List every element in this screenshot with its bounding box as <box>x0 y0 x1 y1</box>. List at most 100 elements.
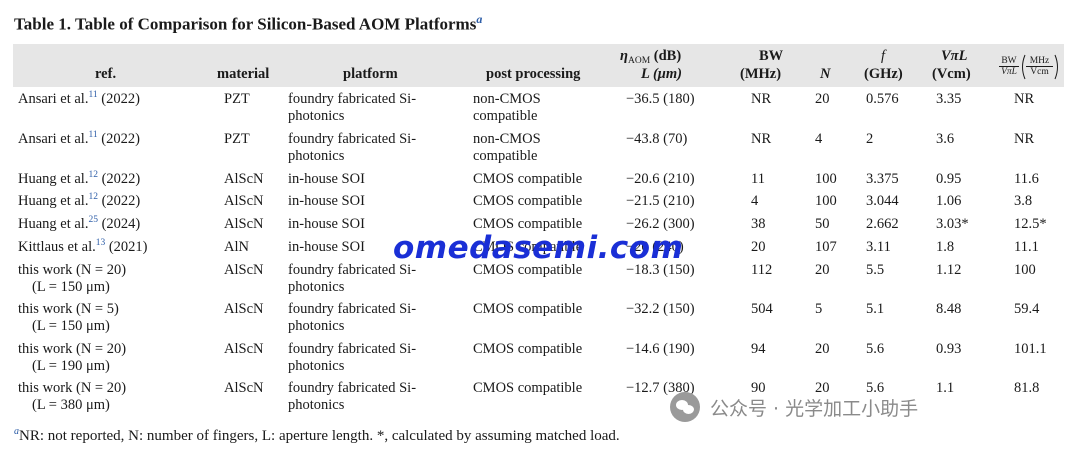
cell-eta: −12.7 (380) <box>626 380 695 396</box>
cell-n: 5 <box>815 301 823 317</box>
wechat-badge: 公众号 · 光学加工小助手 <box>670 388 918 426</box>
cell-n: 100 <box>815 193 837 209</box>
cell-n: 20 <box>815 91 830 107</box>
cell-ref-length: (L = 380 μm) <box>32 397 110 413</box>
cell-material: AlScN <box>224 380 264 396</box>
cell-f: 3.044 <box>866 193 899 209</box>
cell-fom: 100 <box>1014 262 1036 278</box>
cell-post-processing: non-CMOS <box>473 91 541 107</box>
cell-f: 5.6 <box>866 380 885 396</box>
cell-platform-cont: photonics <box>288 358 345 374</box>
cell-vpil: 1.06 <box>936 193 962 209</box>
cell-vpil: 1.1 <box>936 380 955 396</box>
cell-ref: this work (N = 20) <box>18 380 126 397</box>
cell-bw: 38 <box>751 216 766 232</box>
cell-fom: NR <box>1014 131 1035 147</box>
cell-platform: foundry fabricated Si- <box>288 131 417 147</box>
footnote-text: NR: not reported, N: number of fingers, … <box>19 428 620 444</box>
footnote-marker: a <box>14 426 19 437</box>
header-eta: ηAOM (dB) <box>620 48 681 67</box>
cell-bw: 20 <box>751 239 766 255</box>
cell-ref-text: Huang et al. <box>18 171 89 187</box>
cell-platform: foundry fabricated Si- <box>288 262 417 278</box>
cell-f: 2 <box>866 131 874 147</box>
cell-ref-length: (L = 150 μm) <box>32 318 110 334</box>
table-caption: Table 1. Table of Comparison for Silicon… <box>14 8 482 36</box>
cell-n: 100 <box>815 171 837 187</box>
cell-material: PZT <box>224 91 250 107</box>
cell-ref: Huang et al.12 (2022) <box>18 192 141 212</box>
header-post-processing: post processing <box>486 66 581 82</box>
cell-ref-text: Ansari et al. <box>18 91 89 107</box>
cell-fom: NR <box>1014 91 1035 107</box>
cell-bw: 94 <box>751 341 766 357</box>
cell-platform: foundry fabricated Si- <box>288 301 417 317</box>
cell-ref-text: this work (N = 20) <box>18 380 127 396</box>
cell-material: PZT <box>224 131 250 147</box>
cell-ref-year: (2022) <box>97 131 140 147</box>
cell-eta: −20.6 (210) <box>626 171 695 187</box>
table-footnote: aNR: not reported, N: number of fingers,… <box>14 423 620 445</box>
cell-fom: 12.5* <box>1014 216 1047 232</box>
header-fom-paren-left <box>1022 54 1026 80</box>
cell-eta: −18.3 (150) <box>626 262 695 278</box>
cell-platform: foundry fabricated Si- <box>288 380 417 396</box>
citation-link[interactable]: 11 <box>88 130 98 140</box>
header-fom-fraction: BW VπL <box>999 56 1019 77</box>
header-f-unit: (GHz) <box>864 66 903 82</box>
cell-material: AlN <box>224 239 249 255</box>
cell-platform: in-house SOI <box>288 171 365 187</box>
citation-link[interactable]: 12 <box>88 192 98 202</box>
cell-ref: Huang et al.25 (2024) <box>18 215 140 235</box>
cell-ref: Huang et al.12 (2022) <box>18 170 140 190</box>
cell-eta: −32.2 (150) <box>626 301 695 317</box>
cell-ref-text: this work (N = 20) <box>18 262 127 278</box>
cell-f: 5.1 <box>866 301 885 317</box>
cell-f: 5.5 <box>866 262 885 278</box>
cell-n: 107 <box>815 239 837 255</box>
cell-fom: 3.8 <box>1014 193 1033 209</box>
cell-fom: 11.6 <box>1014 171 1039 187</box>
cell-fom: 59.4 <box>1014 301 1040 317</box>
cell-vpil: 1.8 <box>936 239 955 255</box>
wechat-icon <box>670 392 700 422</box>
cell-platform-cont: photonics <box>288 279 345 295</box>
cell-ref-year: (2022) <box>97 193 141 209</box>
citation-link[interactable]: 12 <box>88 170 98 180</box>
cell-platform: in-house SOI <box>288 216 365 232</box>
cell-n: 4 <box>815 131 823 147</box>
cell-material: AlScN <box>224 216 264 232</box>
cell-post-processing: CMOS compatible <box>473 262 583 278</box>
cell-ref-text: Huang et al. <box>18 193 89 209</box>
citation-link[interactable]: 13 <box>95 238 106 248</box>
cell-post-processing: CMOS compatible <box>473 171 583 187</box>
cell-n: 20 <box>815 262 830 278</box>
cell-f: 5.6 <box>866 341 885 357</box>
cell-f: 0.576 <box>866 91 899 107</box>
cell-post-processing: CMOS compatible <box>473 239 583 255</box>
citation-link[interactable]: 25 <box>88 215 98 225</box>
cell-material: AlScN <box>224 341 264 357</box>
cell-vpil: 3.35 <box>936 91 962 107</box>
cell-ref: Ansari et al.11 (2022) <box>18 130 140 150</box>
cell-ref-text: Huang et al. <box>18 216 89 232</box>
cell-vpil: 8.48 <box>936 301 962 317</box>
cell-vpil: 0.95 <box>936 171 962 187</box>
cell-ref-length: (L = 150 μm) <box>32 279 110 295</box>
cell-f: 3.11 <box>866 239 891 255</box>
table-title: Table 1. Table of Comparison for Silicon… <box>14 14 477 34</box>
cell-material: AlScN <box>224 171 264 187</box>
header-f: f <box>881 48 886 64</box>
cell-ref-year: (2021) <box>105 239 148 255</box>
header-eta-sub: AOM <box>627 56 651 66</box>
cell-ref-text: this work (N = 5) <box>18 301 119 317</box>
cell-fom: 101.1 <box>1014 341 1047 357</box>
cell-post-processing: CMOS compatible <box>473 193 583 209</box>
cell-eta: −36.5 (180) <box>626 91 695 107</box>
citation-link[interactable]: 11 <box>88 90 98 100</box>
table-header: ref. material platform post processing η… <box>13 44 1064 87</box>
caption-footnote-marker: a <box>476 12 483 26</box>
cell-fom: 81.8 <box>1014 380 1040 396</box>
header-n: N <box>820 66 831 82</box>
cell-f: 3.375 <box>866 171 899 187</box>
